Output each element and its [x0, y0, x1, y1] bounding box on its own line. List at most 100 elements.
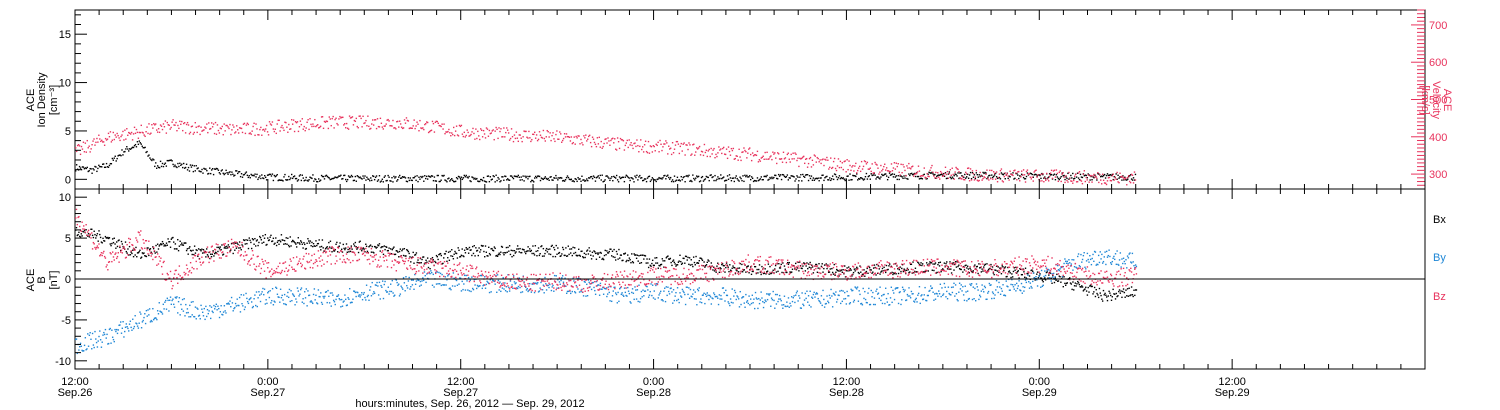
velocity-point: [492, 129, 494, 131]
density-point: [909, 174, 911, 177]
bx-point: [1031, 269, 1033, 271]
velocity-point: [186, 121, 189, 124]
velocity-point: [1122, 176, 1124, 179]
velocity-point: [355, 117, 358, 120]
by-point: [904, 289, 906, 291]
velocity-point: [389, 125, 391, 127]
bx-point: [633, 253, 635, 255]
bx-point: [788, 261, 790, 264]
by-point: [560, 279, 562, 282]
by-point: [1079, 265, 1081, 268]
velocity-point: [494, 130, 496, 132]
velocity-point: [132, 133, 135, 135]
density-point: [260, 177, 262, 180]
density-point: [217, 169, 220, 171]
density-point: [1013, 178, 1015, 180]
velocity-point: [469, 134, 471, 137]
bx-point: [473, 245, 475, 247]
density-point: [587, 179, 589, 182]
velocity-point: [907, 167, 909, 169]
density-point: [540, 177, 543, 179]
bx-point: [254, 237, 256, 240]
by-point: [1013, 288, 1015, 290]
bx-point: [590, 254, 592, 256]
bx-point: [279, 239, 281, 242]
velocity-point: [511, 135, 514, 138]
density-point: [1063, 174, 1065, 177]
velocity-point: [470, 133, 472, 136]
velocity-point: [597, 143, 600, 145]
density-point: [888, 172, 891, 174]
bx-point: [762, 272, 765, 275]
bz-point: [91, 248, 94, 250]
velocity-point: [395, 128, 397, 130]
bx-point: [463, 255, 465, 258]
bx-point: [837, 270, 839, 272]
velocity-point: [427, 131, 430, 134]
by-point: [881, 302, 884, 305]
density-point: [560, 176, 562, 179]
bx-point: [148, 254, 150, 257]
velocity-point: [672, 152, 675, 154]
by-point: [395, 279, 398, 281]
density-point: [765, 176, 767, 178]
by-point: [513, 281, 516, 283]
bx-point: [122, 245, 124, 248]
velocity-point: [457, 135, 460, 137]
velocity-point: [471, 131, 473, 133]
density-point: [520, 176, 522, 178]
bx-point: [864, 275, 866, 277]
bx-point: [1045, 271, 1048, 274]
by-point: [613, 286, 615, 289]
velocity-point: [638, 151, 640, 153]
density-point: [183, 167, 186, 169]
velocity-point: [1034, 170, 1036, 172]
velocity-point: [833, 157, 836, 160]
by-point: [291, 293, 294, 295]
bx-point: [944, 265, 946, 267]
by-point: [191, 314, 193, 316]
by-point: [978, 298, 980, 301]
density-point: [237, 171, 240, 173]
density-point: [627, 176, 629, 179]
by-point: [445, 284, 447, 286]
bx-point: [848, 269, 851, 272]
bx-point: [328, 246, 331, 248]
bx-point: [1114, 293, 1116, 295]
by-point: [255, 291, 258, 293]
density-point: [919, 177, 922, 180]
velocity-point: [1059, 170, 1061, 172]
density-point: [593, 176, 596, 179]
velocity-point: [544, 140, 547, 142]
bx-point: [648, 258, 651, 260]
bx-point: [1077, 282, 1080, 284]
by-point: [566, 290, 569, 293]
bx-point: [469, 249, 471, 251]
bx-point: [464, 252, 467, 254]
velocity-point: [308, 128, 310, 131]
density-point: [295, 177, 298, 180]
bx-point: [118, 239, 120, 241]
by-point: [635, 298, 638, 300]
velocity-point: [496, 128, 498, 131]
density-point: [837, 177, 840, 179]
velocity-point: [735, 155, 737, 157]
by-point: [174, 296, 177, 299]
bx-point: [660, 263, 662, 266]
velocity-point: [618, 147, 621, 150]
density-point: [496, 179, 498, 182]
density-point: [779, 174, 782, 176]
bx-point: [380, 246, 382, 249]
bx-point: [820, 265, 823, 268]
bx-point: [1057, 280, 1060, 282]
velocity-point: [318, 127, 320, 129]
density-point: [723, 180, 726, 182]
by-point: [328, 295, 330, 298]
by-point: [84, 337, 87, 339]
bx-point: [755, 272, 758, 275]
velocity-point: [215, 133, 218, 135]
density-point: [1080, 176, 1083, 178]
bx-point: [680, 263, 683, 265]
velocity-point: [920, 175, 923, 177]
density-point: [692, 174, 694, 176]
